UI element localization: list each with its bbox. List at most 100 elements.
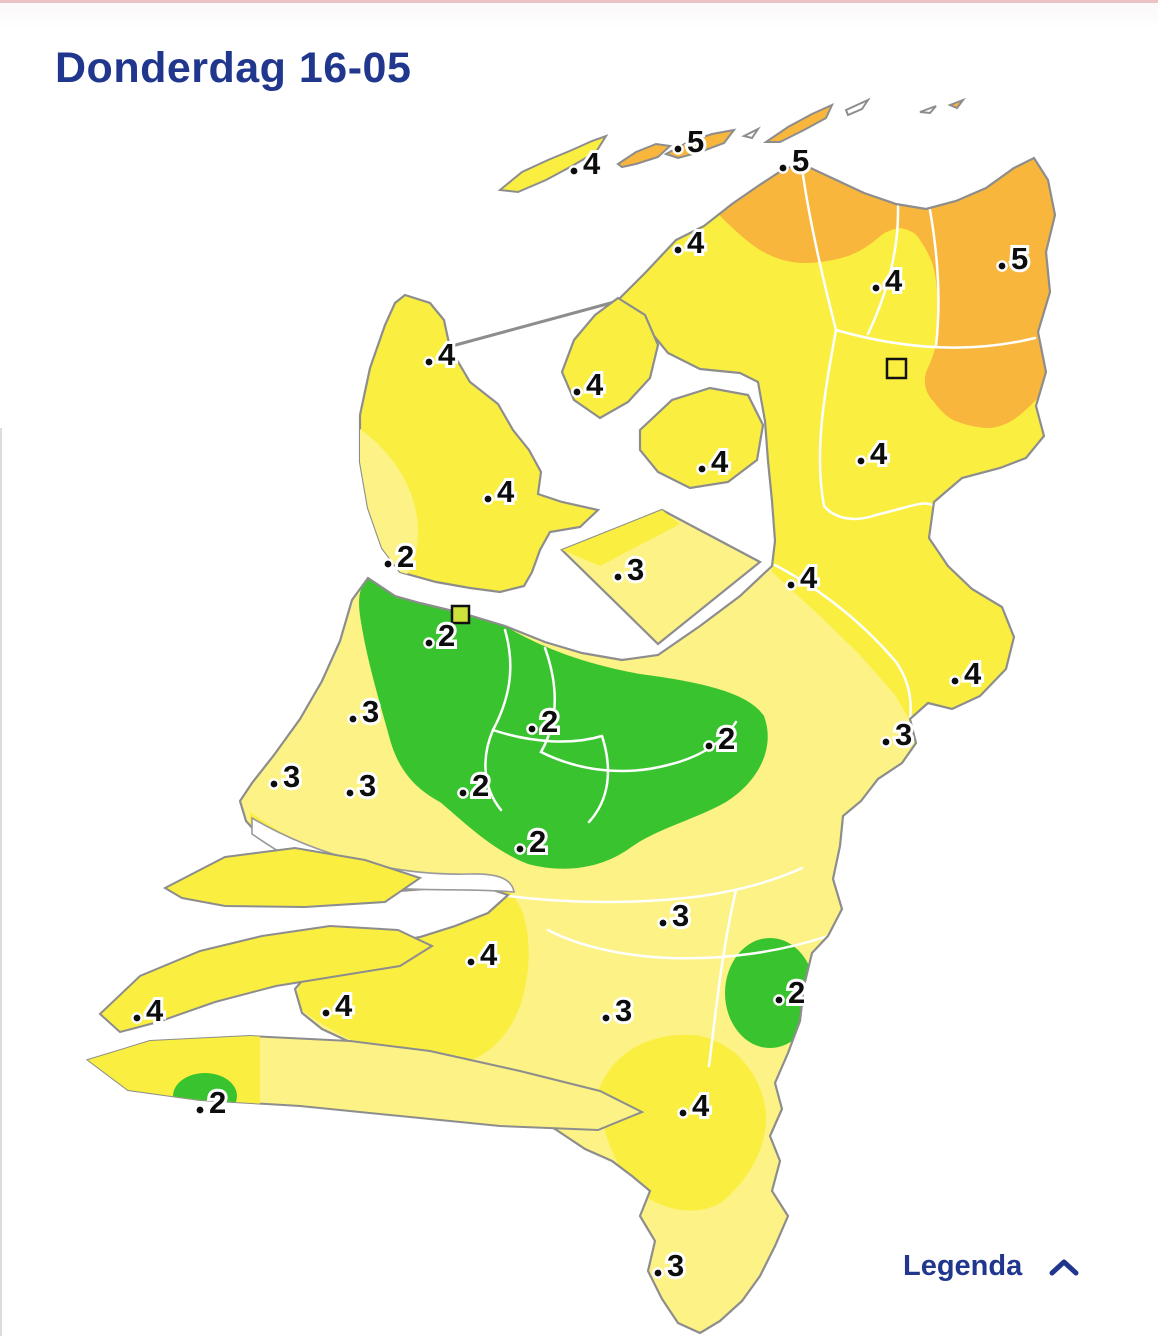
map-value-point: 4 — [672, 222, 708, 263]
point-dot — [785, 579, 797, 591]
map-value-point: 2 — [773, 972, 808, 1013]
point-dot — [657, 917, 669, 929]
map-value-point: 3 — [344, 765, 379, 806]
point-value: 4 — [438, 337, 456, 372]
point-value: 3 — [627, 552, 644, 587]
point-dot — [855, 455, 867, 467]
map-value-point: 4 — [855, 433, 891, 474]
point-value: 4 — [586, 367, 604, 402]
map-value-point: 3 — [268, 756, 303, 797]
point-dot — [268, 778, 280, 790]
map-value-point: 5 — [777, 140, 812, 181]
point-value: 5 — [687, 124, 704, 159]
nh-coast-pale-zone — [360, 425, 418, 577]
point-dot — [773, 994, 785, 1006]
point-dot — [870, 282, 882, 294]
map-value-point: 3 — [612, 549, 647, 590]
map-value-point: 2 — [382, 536, 417, 577]
point-dot — [696, 463, 708, 475]
point-value: 3 — [667, 1248, 684, 1283]
flevoland-nw — [562, 510, 680, 566]
point-dot — [423, 356, 435, 368]
map-value-point: 5 — [672, 121, 707, 162]
legend-toggle[interactable]: Legenda — [903, 1250, 1080, 1283]
point-dot — [672, 143, 684, 155]
afsluitdijk — [451, 299, 619, 348]
point-dot — [612, 571, 624, 583]
map-value-point: 4 — [870, 260, 906, 301]
point-dot — [600, 1012, 612, 1024]
map-value-point: 3 — [347, 691, 382, 732]
point-dot — [423, 637, 435, 649]
point-dot — [996, 260, 1008, 272]
point-dot — [344, 787, 356, 799]
point-value: 5 — [1011, 241, 1028, 276]
zone-orange — [700, 158, 1055, 428]
point-dot — [514, 843, 526, 855]
map-value-point: 2 — [423, 615, 458, 656]
zone-green-southeast — [725, 938, 815, 1048]
point-value: 2 — [529, 824, 546, 859]
map-value-point: 4 — [465, 934, 501, 975]
point-dot — [457, 787, 469, 799]
point-value: 4 — [964, 656, 982, 691]
point-value: 4 — [800, 560, 818, 595]
map-value-point: 4 — [677, 1085, 713, 1126]
point-value: 3 — [615, 993, 632, 1028]
point-dot — [320, 1007, 332, 1019]
point-value: 4 — [885, 263, 903, 298]
map-square-marker — [450, 604, 471, 625]
point-value: 3 — [672, 898, 689, 933]
zone-se-brabant-yellow — [598, 1034, 767, 1211]
top-fade — [0, 3, 1158, 29]
point-dot — [465, 956, 477, 968]
map-value-point: 4 — [568, 143, 604, 184]
map-value-point: 4 — [423, 334, 459, 375]
map-value-point: 4 — [482, 471, 518, 512]
point-value: 4 — [687, 225, 705, 260]
map-value-point: 4 — [785, 557, 821, 598]
point-dot — [777, 162, 789, 174]
map-value-point: 4 — [696, 441, 732, 482]
point-dot — [194, 1104, 206, 1116]
mainland-coastline — [238, 156, 1057, 1335]
map-square-marker — [885, 357, 908, 380]
point-dot — [347, 713, 359, 725]
point-dot — [949, 675, 961, 687]
map-value-point: 2 — [526, 701, 561, 742]
point-value: 3 — [359, 768, 376, 803]
point-value: 4 — [692, 1088, 710, 1123]
point-value: 4 — [480, 937, 498, 972]
point-dot — [382, 558, 394, 570]
page-title: Donderdag 16-05 — [55, 44, 412, 92]
map-value-point: 2 — [703, 718, 738, 759]
map-value-point: 2 — [194, 1082, 229, 1123]
chevron-up-icon — [1049, 1259, 1079, 1275]
point-dot — [131, 1012, 143, 1024]
province-borders — [484, 166, 1037, 1068]
point-value: 4 — [497, 474, 515, 509]
map-value-point: 3 — [600, 990, 635, 1031]
point-value: 4 — [146, 993, 164, 1028]
point-value: 3 — [283, 759, 300, 794]
point-value: 4 — [711, 444, 729, 479]
point-value: 4 — [335, 988, 353, 1023]
point-dot — [672, 244, 684, 256]
point-value: 2 — [541, 704, 558, 739]
map-value-point: 4 — [571, 364, 607, 405]
point-value: 2 — [788, 975, 805, 1010]
map-value-point: 2 — [457, 765, 492, 806]
legend-label: Legenda — [903, 1250, 1023, 1282]
left-panel-border — [0, 428, 2, 1336]
map-value-point: 4 — [131, 990, 167, 1031]
point-value: 2 — [209, 1085, 226, 1120]
point-dot — [652, 1267, 664, 1279]
point-value: 2 — [397, 539, 414, 574]
map-value-point: 5 — [996, 238, 1031, 279]
map-value-point: 2 — [514, 821, 549, 862]
point-value: 2 — [438, 618, 455, 653]
point-dot — [568, 165, 580, 177]
map-value-point: 4 — [949, 653, 985, 694]
